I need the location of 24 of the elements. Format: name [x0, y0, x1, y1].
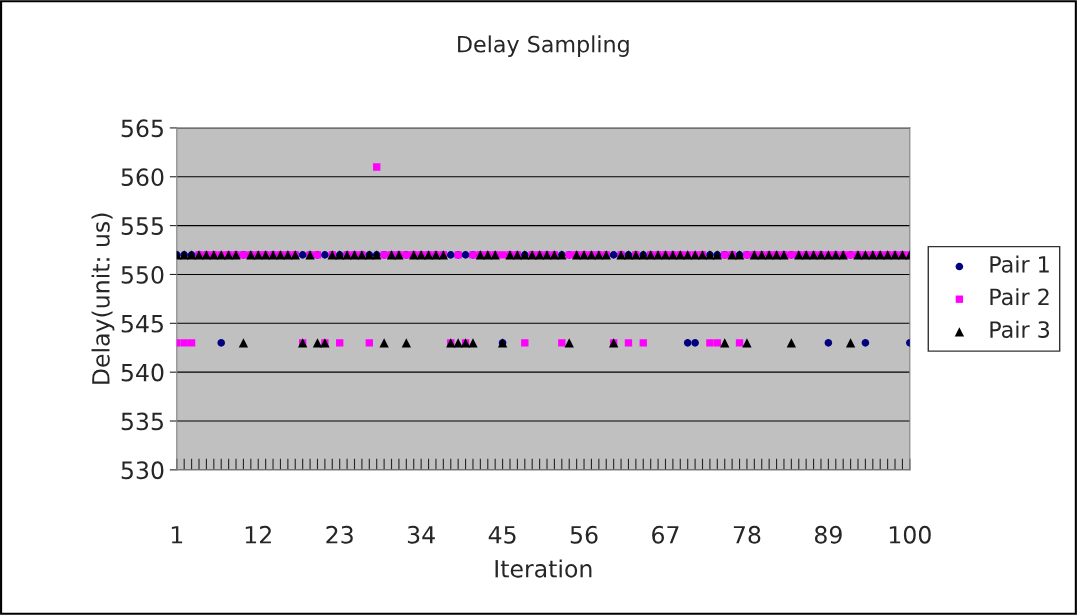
x-tick-label: 56 [570, 525, 598, 544]
x-tick-label: 67 [652, 525, 679, 544]
y-tick-label: 555 [121, 217, 163, 235]
legend-label: Pair 2 [990, 288, 1049, 306]
x-tick-label: 89 [814, 525, 842, 544]
y-tick-label: 530 [121, 461, 164, 480]
legend-label: Pair 1 [990, 255, 1049, 273]
y-tick-label: 545 [121, 315, 163, 333]
y-axis-title: Delay(unit: us) [91, 213, 115, 384]
x-tick-label: 100 [889, 525, 931, 544]
x-axis-title: Iteration [495, 559, 592, 578]
y-tick-label: 535 [121, 412, 163, 431]
chart-title: Delay Sampling [458, 35, 629, 57]
y-tick-label: 550 [121, 265, 164, 284]
x-tick-label: 1 [171, 526, 183, 544]
x-tick-label: 34 [407, 525, 435, 544]
x-tick-label: 78 [733, 525, 761, 544]
legend-label: Pair 3 [990, 320, 1050, 338]
y-tick-label: 560 [121, 168, 164, 187]
y-tick-label: 540 [121, 363, 164, 382]
y-tick-label: 565 [121, 119, 163, 138]
x-tick-label: 23 [326, 525, 353, 544]
x-tick-label: 45 [488, 526, 516, 544]
x-tick-label: 12 [245, 525, 271, 544]
